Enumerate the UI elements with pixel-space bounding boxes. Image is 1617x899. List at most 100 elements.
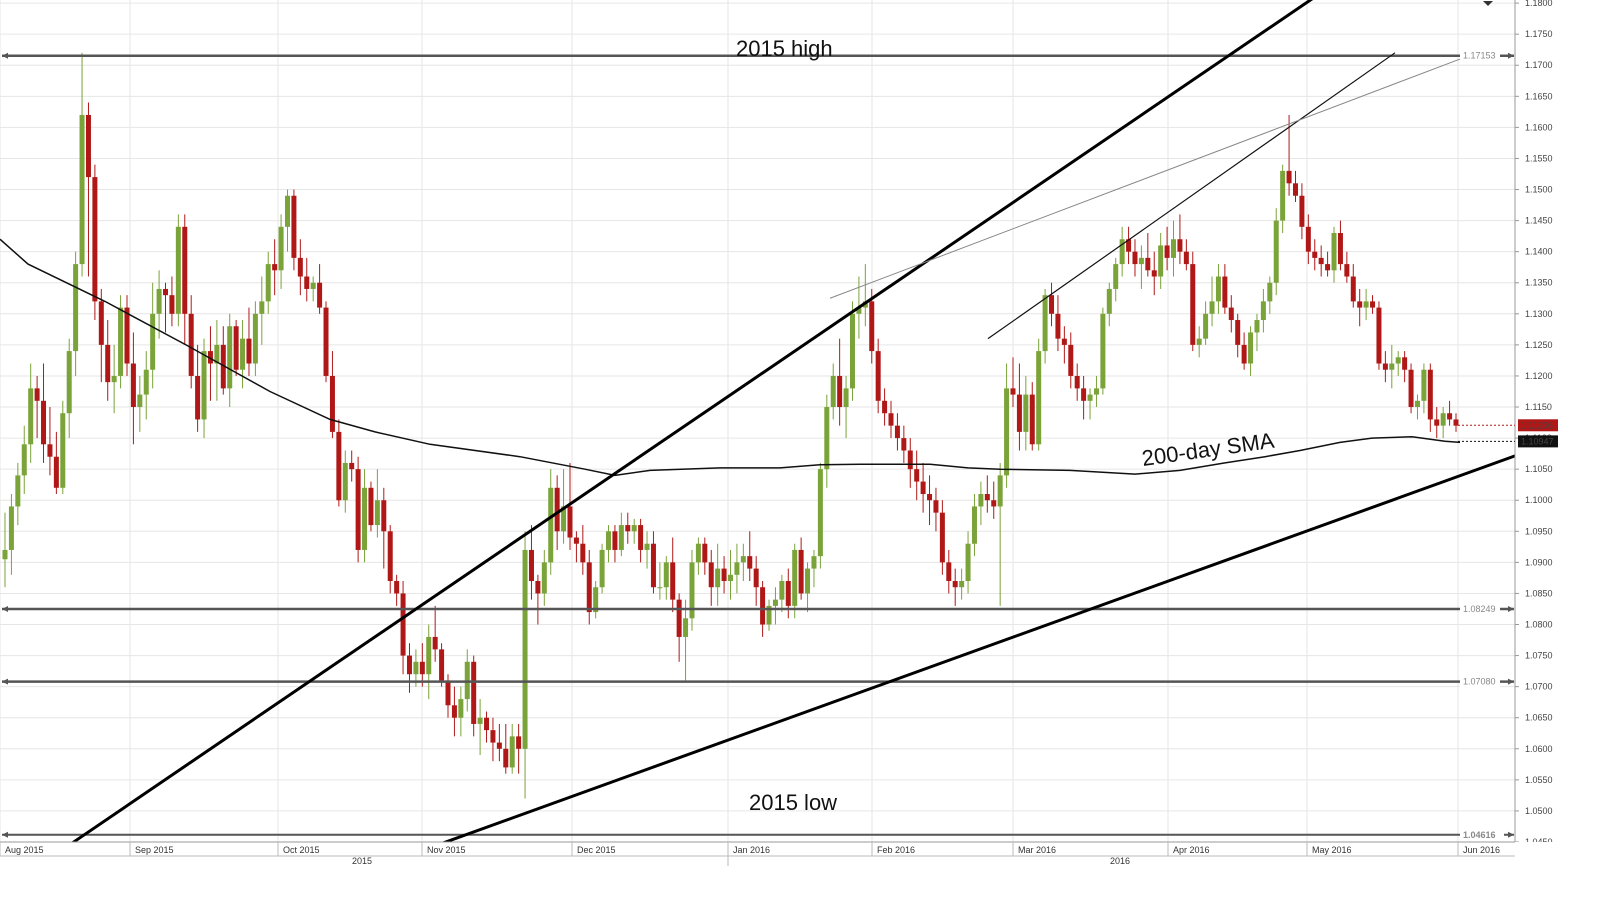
candle-down bbox=[907, 450, 913, 470]
candle-up bbox=[1004, 388, 1010, 476]
candle-up bbox=[689, 562, 695, 619]
candle-up bbox=[1106, 288, 1112, 314]
trendline bbox=[419, 454, 1517, 853]
candle-down bbox=[53, 456, 59, 488]
candle-down bbox=[670, 562, 676, 600]
candle-down bbox=[291, 195, 297, 258]
candle-up bbox=[997, 475, 1003, 507]
candle-up bbox=[1260, 301, 1266, 321]
candle-down bbox=[195, 375, 201, 420]
y-tick-label: 1.0850 bbox=[1525, 588, 1553, 598]
candle-down bbox=[1299, 195, 1305, 227]
candle-down bbox=[406, 655, 412, 675]
candle-down bbox=[984, 494, 990, 501]
candle-down bbox=[1453, 419, 1459, 426]
candle-up bbox=[1171, 239, 1177, 258]
candle-down bbox=[785, 581, 791, 606]
candle-down bbox=[451, 705, 457, 718]
level-tag-box bbox=[1460, 675, 1500, 688]
candle-down bbox=[1068, 344, 1074, 376]
candle-up bbox=[156, 288, 162, 314]
candle-up bbox=[1138, 257, 1144, 265]
y-tick-label: 1.1700 bbox=[1525, 60, 1553, 70]
candle-up bbox=[657, 587, 663, 589]
candle-down bbox=[336, 431, 342, 501]
candle-down bbox=[1055, 313, 1061, 339]
trendline bbox=[829, 58, 1461, 299]
candle-up bbox=[965, 543, 971, 582]
candle-up bbox=[79, 114, 85, 265]
candle-up bbox=[1158, 245, 1164, 277]
candle-up bbox=[541, 562, 547, 594]
level-tag: 1.04616 bbox=[1463, 830, 1496, 840]
candle-up bbox=[805, 568, 811, 594]
trendline bbox=[987, 52, 1396, 340]
candle-down bbox=[1081, 388, 1087, 401]
trendlines bbox=[59, 0, 1517, 853]
candles bbox=[2, 52, 1459, 799]
candle-up bbox=[1421, 369, 1427, 401]
candle-up bbox=[618, 525, 624, 550]
candle-up bbox=[734, 562, 740, 575]
candle-down bbox=[317, 282, 323, 308]
candle-down bbox=[991, 500, 997, 507]
candle-up bbox=[374, 500, 380, 526]
candle-up bbox=[201, 351, 207, 420]
y-tick-label: 1.1050 bbox=[1525, 464, 1553, 474]
candle-down bbox=[933, 500, 939, 513]
candle-up bbox=[663, 562, 669, 588]
candle-up bbox=[1215, 276, 1221, 302]
candle-down bbox=[760, 587, 766, 625]
y-tick-label: 1.1200 bbox=[1525, 371, 1553, 381]
y-tick-label: 1.0750 bbox=[1525, 651, 1553, 661]
candle-down bbox=[439, 649, 445, 681]
candle-up bbox=[561, 506, 567, 532]
candle-down bbox=[914, 469, 920, 482]
candle-down bbox=[567, 506, 573, 538]
year-label: 2016 bbox=[1110, 856, 1130, 866]
candle-down bbox=[471, 661, 477, 724]
candle-up bbox=[15, 475, 21, 507]
candle-up bbox=[1209, 301, 1215, 314]
candle-down bbox=[1241, 344, 1247, 364]
candle-down bbox=[105, 344, 111, 383]
candle-up bbox=[477, 717, 483, 724]
x-tick-label: Aug 2015 bbox=[5, 845, 44, 855]
y-tick-label: 1.1600 bbox=[1525, 122, 1553, 132]
candle-up bbox=[73, 264, 79, 352]
candle-up bbox=[214, 344, 220, 364]
candle-down bbox=[297, 257, 303, 277]
candle-down bbox=[638, 525, 644, 550]
candle-up bbox=[426, 636, 432, 675]
y-tick-label: 1.1400 bbox=[1525, 247, 1553, 257]
level-arrow-left-icon bbox=[2, 831, 8, 838]
candle-down bbox=[721, 568, 727, 582]
current-price-tag bbox=[1518, 419, 1558, 432]
candle-down bbox=[1402, 357, 1408, 370]
level-tag-box bbox=[1460, 603, 1500, 616]
candle-down bbox=[920, 481, 926, 495]
candle-up bbox=[849, 313, 855, 389]
candle-up bbox=[1248, 332, 1254, 364]
y-tick-label: 1.1000 bbox=[1525, 495, 1553, 505]
candle-down bbox=[927, 494, 933, 501]
x-axis: Aug 2015 Sep 2015 Oct 2015 Nov 2015 Dec 2015… bbox=[0, 841, 1617, 894]
candle-up bbox=[817, 469, 823, 557]
candle-down bbox=[554, 487, 560, 532]
candle-down bbox=[1010, 388, 1016, 395]
candle-down bbox=[85, 114, 91, 178]
grid bbox=[0, 0, 1515, 843]
candle-down bbox=[882, 400, 888, 414]
dropdown-arrow-icon bbox=[1483, 1, 1493, 6]
y-tick-label: 1.0600 bbox=[1525, 744, 1553, 754]
candle-up bbox=[1254, 320, 1260, 333]
candle-up bbox=[252, 313, 258, 364]
candle-down bbox=[676, 599, 682, 637]
candle-down bbox=[1222, 276, 1228, 308]
x-tick-label: Apr 2016 bbox=[1173, 845, 1210, 855]
candle-up bbox=[740, 556, 746, 563]
candle-down bbox=[182, 226, 188, 314]
candle-up bbox=[1087, 394, 1093, 401]
candle-up bbox=[766, 605, 772, 625]
